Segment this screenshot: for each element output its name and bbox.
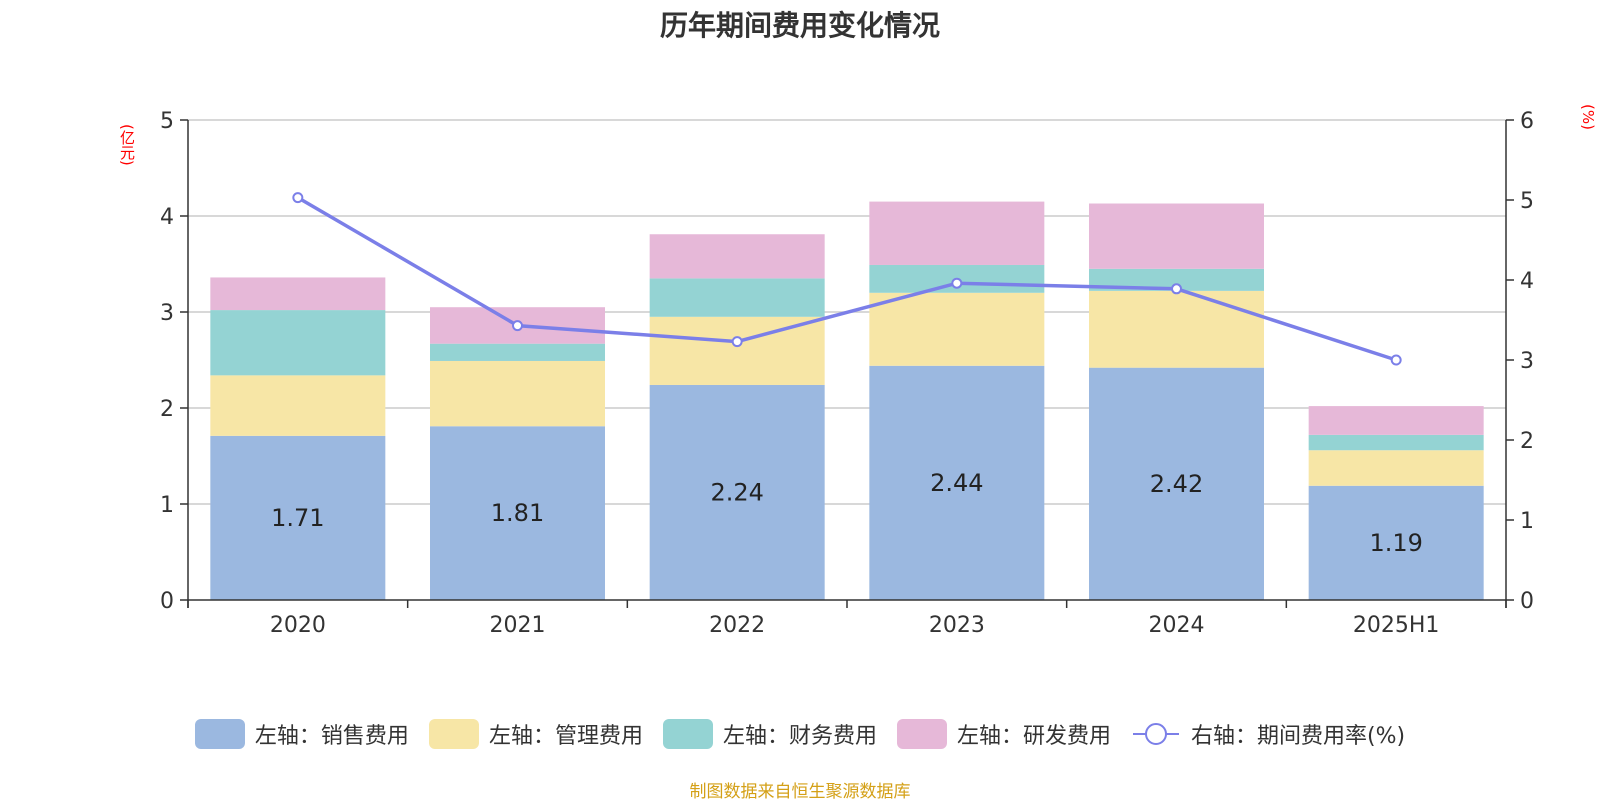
data-source-note: 制图数据来自恒生聚源数据库 <box>689 782 911 802</box>
legend-item-admin[interactable]: 左轴：管理费用 <box>428 718 643 750</box>
bar-sales <box>869 365 1045 600</box>
x-axis-tick-label: 2024 <box>1149 613 1205 638</box>
right-axis-tick-label: 6 <box>1520 109 1534 134</box>
bar-data-label: 1.81 <box>491 499 544 527</box>
bar-admin <box>1089 290 1264 368</box>
x-axis-tick-label: 2020 <box>270 613 326 638</box>
left-axis-tick-label: 3 <box>160 301 174 326</box>
bar-finance <box>210 310 386 376</box>
bar-data-label: 1.71 <box>271 504 324 532</box>
left-axis-tick-label: 5 <box>160 109 174 134</box>
bar-finance <box>649 278 825 317</box>
bar-sales <box>649 384 825 600</box>
x-axis-tick-label: 2025H1 <box>1353 613 1440 638</box>
bar-rnd <box>649 234 825 279</box>
legend-label-admin: 左轴：管理费用 <box>488 724 643 749</box>
legend-swatch-sales <box>194 719 245 749</box>
bar-rnd <box>1308 406 1484 435</box>
chart-plot: 0 1 2 3 4 5 0 1 2 3 4 5 6 1.71 1.81 2.24 2.44 2.42 1.19 202… <box>160 109 1534 638</box>
bar-sales <box>430 426 605 600</box>
right-axis-tick-label: 0 <box>1520 589 1534 614</box>
left-axis-tick-label: 1 <box>160 493 174 518</box>
bar-rnd <box>869 201 1045 265</box>
left-axis-unit: (亿元) <box>118 124 136 166</box>
bar-finance <box>1308 434 1484 451</box>
rate-line <box>296 196 1397 362</box>
right-axis-tick-label: 1 <box>1520 509 1534 534</box>
rate-point <box>1171 283 1182 295</box>
legend-label-rate: 右轴：期间费用率(%) <box>1190 724 1406 749</box>
bar-admin <box>1308 450 1484 486</box>
x-axis-tick-label: 2022 <box>709 613 765 638</box>
bar-admin <box>649 316 825 385</box>
rate-point <box>1390 354 1402 366</box>
bar-rnd <box>1089 203 1264 269</box>
left-axis-tick-label: 4 <box>160 205 174 230</box>
legend-label-rnd: 左轴：研发费用 <box>956 724 1111 749</box>
legend-label-sales: 左轴：销售费用 <box>254 724 409 749</box>
bar-finance <box>1089 268 1264 291</box>
right-axis-tick-label: 4 <box>1520 269 1534 294</box>
legend: 左轴：销售费用 左轴：管理费用 左轴：财务费用 左轴：研发费用 右轴：期间费用率… <box>0 718 1600 750</box>
rate-point <box>951 277 963 289</box>
bar-admin <box>869 292 1045 366</box>
left-axis-tick-label: 2 <box>160 397 174 422</box>
chart-title: 历年期间费用变化情况 <box>659 9 940 42</box>
right-axis-tick-label: 5 <box>1520 189 1534 214</box>
legend-item-rate[interactable]: 右轴：期间费用率(%) <box>1131 718 1405 750</box>
legend-item-finance[interactable]: 左轴：财务费用 <box>662 718 877 750</box>
right-axis-unit: (%) <box>1579 104 1597 130</box>
legend-line-marker-icon <box>1132 723 1179 745</box>
bar-data-label: 2.44 <box>930 469 983 497</box>
bar-data-label: 2.42 <box>1150 470 1203 498</box>
bar-sales <box>1308 485 1484 600</box>
rate-point <box>731 336 743 348</box>
bar-sales <box>210 435 386 600</box>
legend-swatch-finance <box>662 719 713 749</box>
right-axis-tick-label: 2 <box>1520 429 1534 454</box>
x-axis-tick-label: 2023 <box>929 613 985 638</box>
bar-rnd <box>210 277 386 311</box>
left-axis-tick-label: 0 <box>160 589 174 614</box>
legend-swatch-admin <box>428 719 479 749</box>
rate-point <box>292 192 304 204</box>
bar-finance <box>430 343 605 361</box>
bar-data-label: 1.19 <box>1369 529 1422 557</box>
legend-item-sales[interactable]: 左轴：销售费用 <box>194 718 409 750</box>
bar-data-label: 2.24 <box>710 478 763 506</box>
x-axis-tick-label: 2021 <box>490 613 546 638</box>
legend-swatch-rnd <box>896 719 947 749</box>
bar-admin <box>430 360 605 427</box>
bar-sales <box>1089 367 1264 600</box>
right-axis-tick-label: 3 <box>1520 349 1534 374</box>
bar-admin <box>210 375 386 436</box>
legend-label-finance: 左轴：财务费用 <box>722 724 877 749</box>
legend-item-rnd[interactable]: 左轴：研发费用 <box>896 718 1111 750</box>
rate-point <box>512 320 523 332</box>
